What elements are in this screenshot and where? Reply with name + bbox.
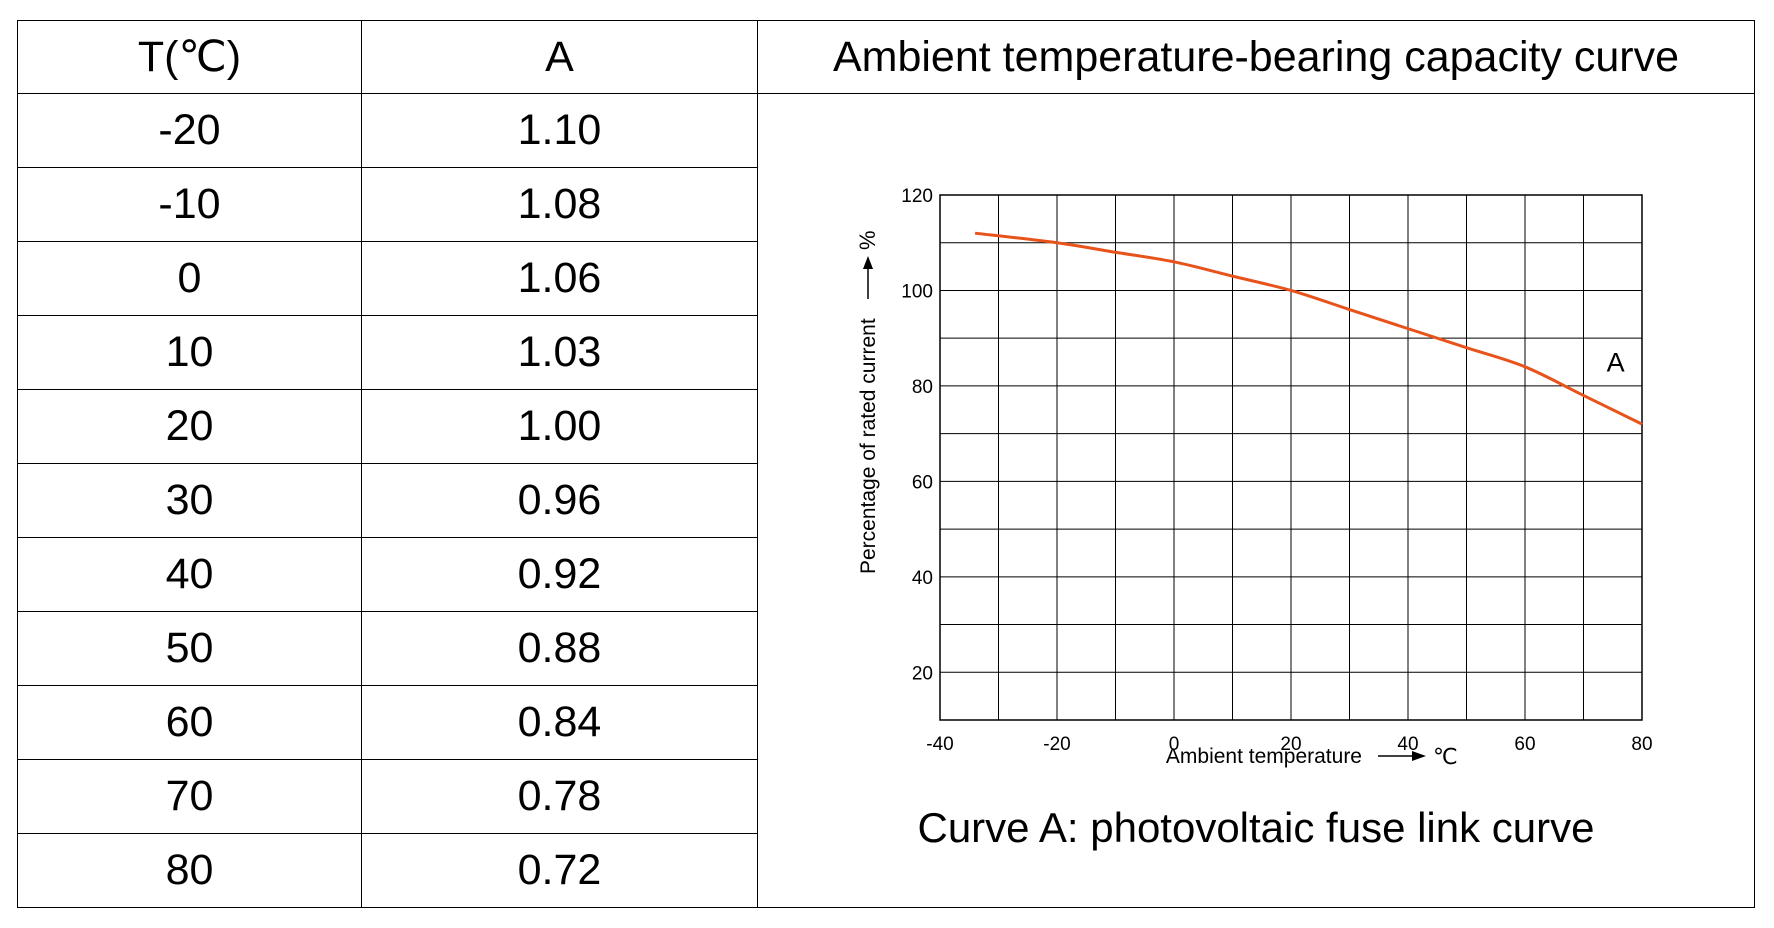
table-row: 0 1.06 <box>17 241 1755 316</box>
x-axis-unit: ℃ <box>1433 745 1458 770</box>
y-tick-label: 60 <box>912 472 933 493</box>
temperature-cell: 50 <box>17 611 362 686</box>
x-tick-label: -40 <box>926 734 953 755</box>
chart-caption: Curve A: photovoltaic fuse link curve <box>917 804 1595 851</box>
temperature-cell: 0 <box>17 241 362 316</box>
temperature-cell: 20 <box>17 389 362 464</box>
header-temperature: T(℃) <box>17 20 362 94</box>
x-tick-label: 60 <box>1514 734 1535 755</box>
a-value-cell: 0.78 <box>361 759 758 834</box>
y-axis-label: Percentage of rated current <box>857 318 880 574</box>
data-table: T(℃) A Ambient temperature-bearing capac… <box>17 20 1755 908</box>
x-tick-label: -20 <box>1043 734 1070 755</box>
temperature-cell: 60 <box>17 685 362 760</box>
temperature-cell: -20 <box>17 93 362 168</box>
x-axis-arrowhead <box>1412 751 1426 761</box>
plot-frame <box>939 194 1643 721</box>
a-value-cell: 1.03 <box>361 315 758 390</box>
y-tick-label: 20 <box>912 663 933 684</box>
a-value-cell: 0.92 <box>361 537 758 612</box>
a-value-cell: 0.88 <box>361 611 758 686</box>
temperature-cell: 40 <box>17 537 362 612</box>
a-value-cell: 1.00 <box>361 389 758 464</box>
x-axis-label: Ambient temperature <box>1166 745 1362 768</box>
y-axis-label-group: Percentage of rated current% <box>855 230 880 574</box>
table-row: 20 1.00 <box>17 389 1755 464</box>
table-row: -10 1.08 <box>17 167 1755 242</box>
x-tick-label: 20 <box>1280 734 1301 755</box>
table-row: 50 0.88 <box>17 611 1755 686</box>
a-value-cell: 0.72 <box>361 833 758 908</box>
a-value-cell: 1.08 <box>361 167 758 242</box>
header-row: T(℃) A Ambient temperature-bearing capac… <box>17 20 1755 94</box>
table-row: 30 0.96 <box>17 463 1755 538</box>
temperature-cell: 10 <box>17 315 362 390</box>
header-chart-title: Ambient temperature-bearing capacity cur… <box>757 20 1755 94</box>
a-value-cell: 1.10 <box>361 93 758 168</box>
temperature-cell: 70 <box>17 759 362 834</box>
temperature-cell: 30 <box>17 463 362 538</box>
a-value-cell: 0.84 <box>361 685 758 760</box>
y-tick-label: 80 <box>912 377 933 398</box>
y-tick-label: 120 <box>901 186 933 207</box>
x-tick-label: 0 <box>1169 734 1180 755</box>
y-axis-arrowhead <box>863 256 873 269</box>
y-axis-unit: % <box>855 230 880 250</box>
x-tick-label: 40 <box>1397 734 1418 755</box>
temperature-cell: 80 <box>17 833 362 908</box>
temperature-capacity-chart: -40 -20 0 20 40 60 80 20 40 60 80 100 120 Ambient tem… <box>855 186 1653 770</box>
x-tick-label: 80 <box>1631 734 1652 755</box>
chart-cell: -40 -20 0 20 40 60 80 20 40 60 80 100 120 Ambient tem… <box>757 93 1755 908</box>
a-value-cell: 0.96 <box>361 463 758 538</box>
temperature-cell: -10 <box>17 167 362 242</box>
table-row: 60 0.84 <box>17 685 1755 760</box>
a-value-cell: 1.06 <box>361 241 758 316</box>
series-line-A <box>974 231 1643 426</box>
table-row: -20 1.10 -40 -20 0 20 40 60 80 20 40 60 80 100 120 Ambi… <box>17 93 1755 908</box>
table-row: 80 0.72 <box>17 833 1755 908</box>
header-a: A <box>361 20 758 94</box>
y-tick-label: 40 <box>912 568 933 589</box>
table-row: 10 1.03 <box>17 315 1755 390</box>
series-label: A <box>1607 348 1625 378</box>
y-tick-label: 100 <box>901 281 933 302</box>
